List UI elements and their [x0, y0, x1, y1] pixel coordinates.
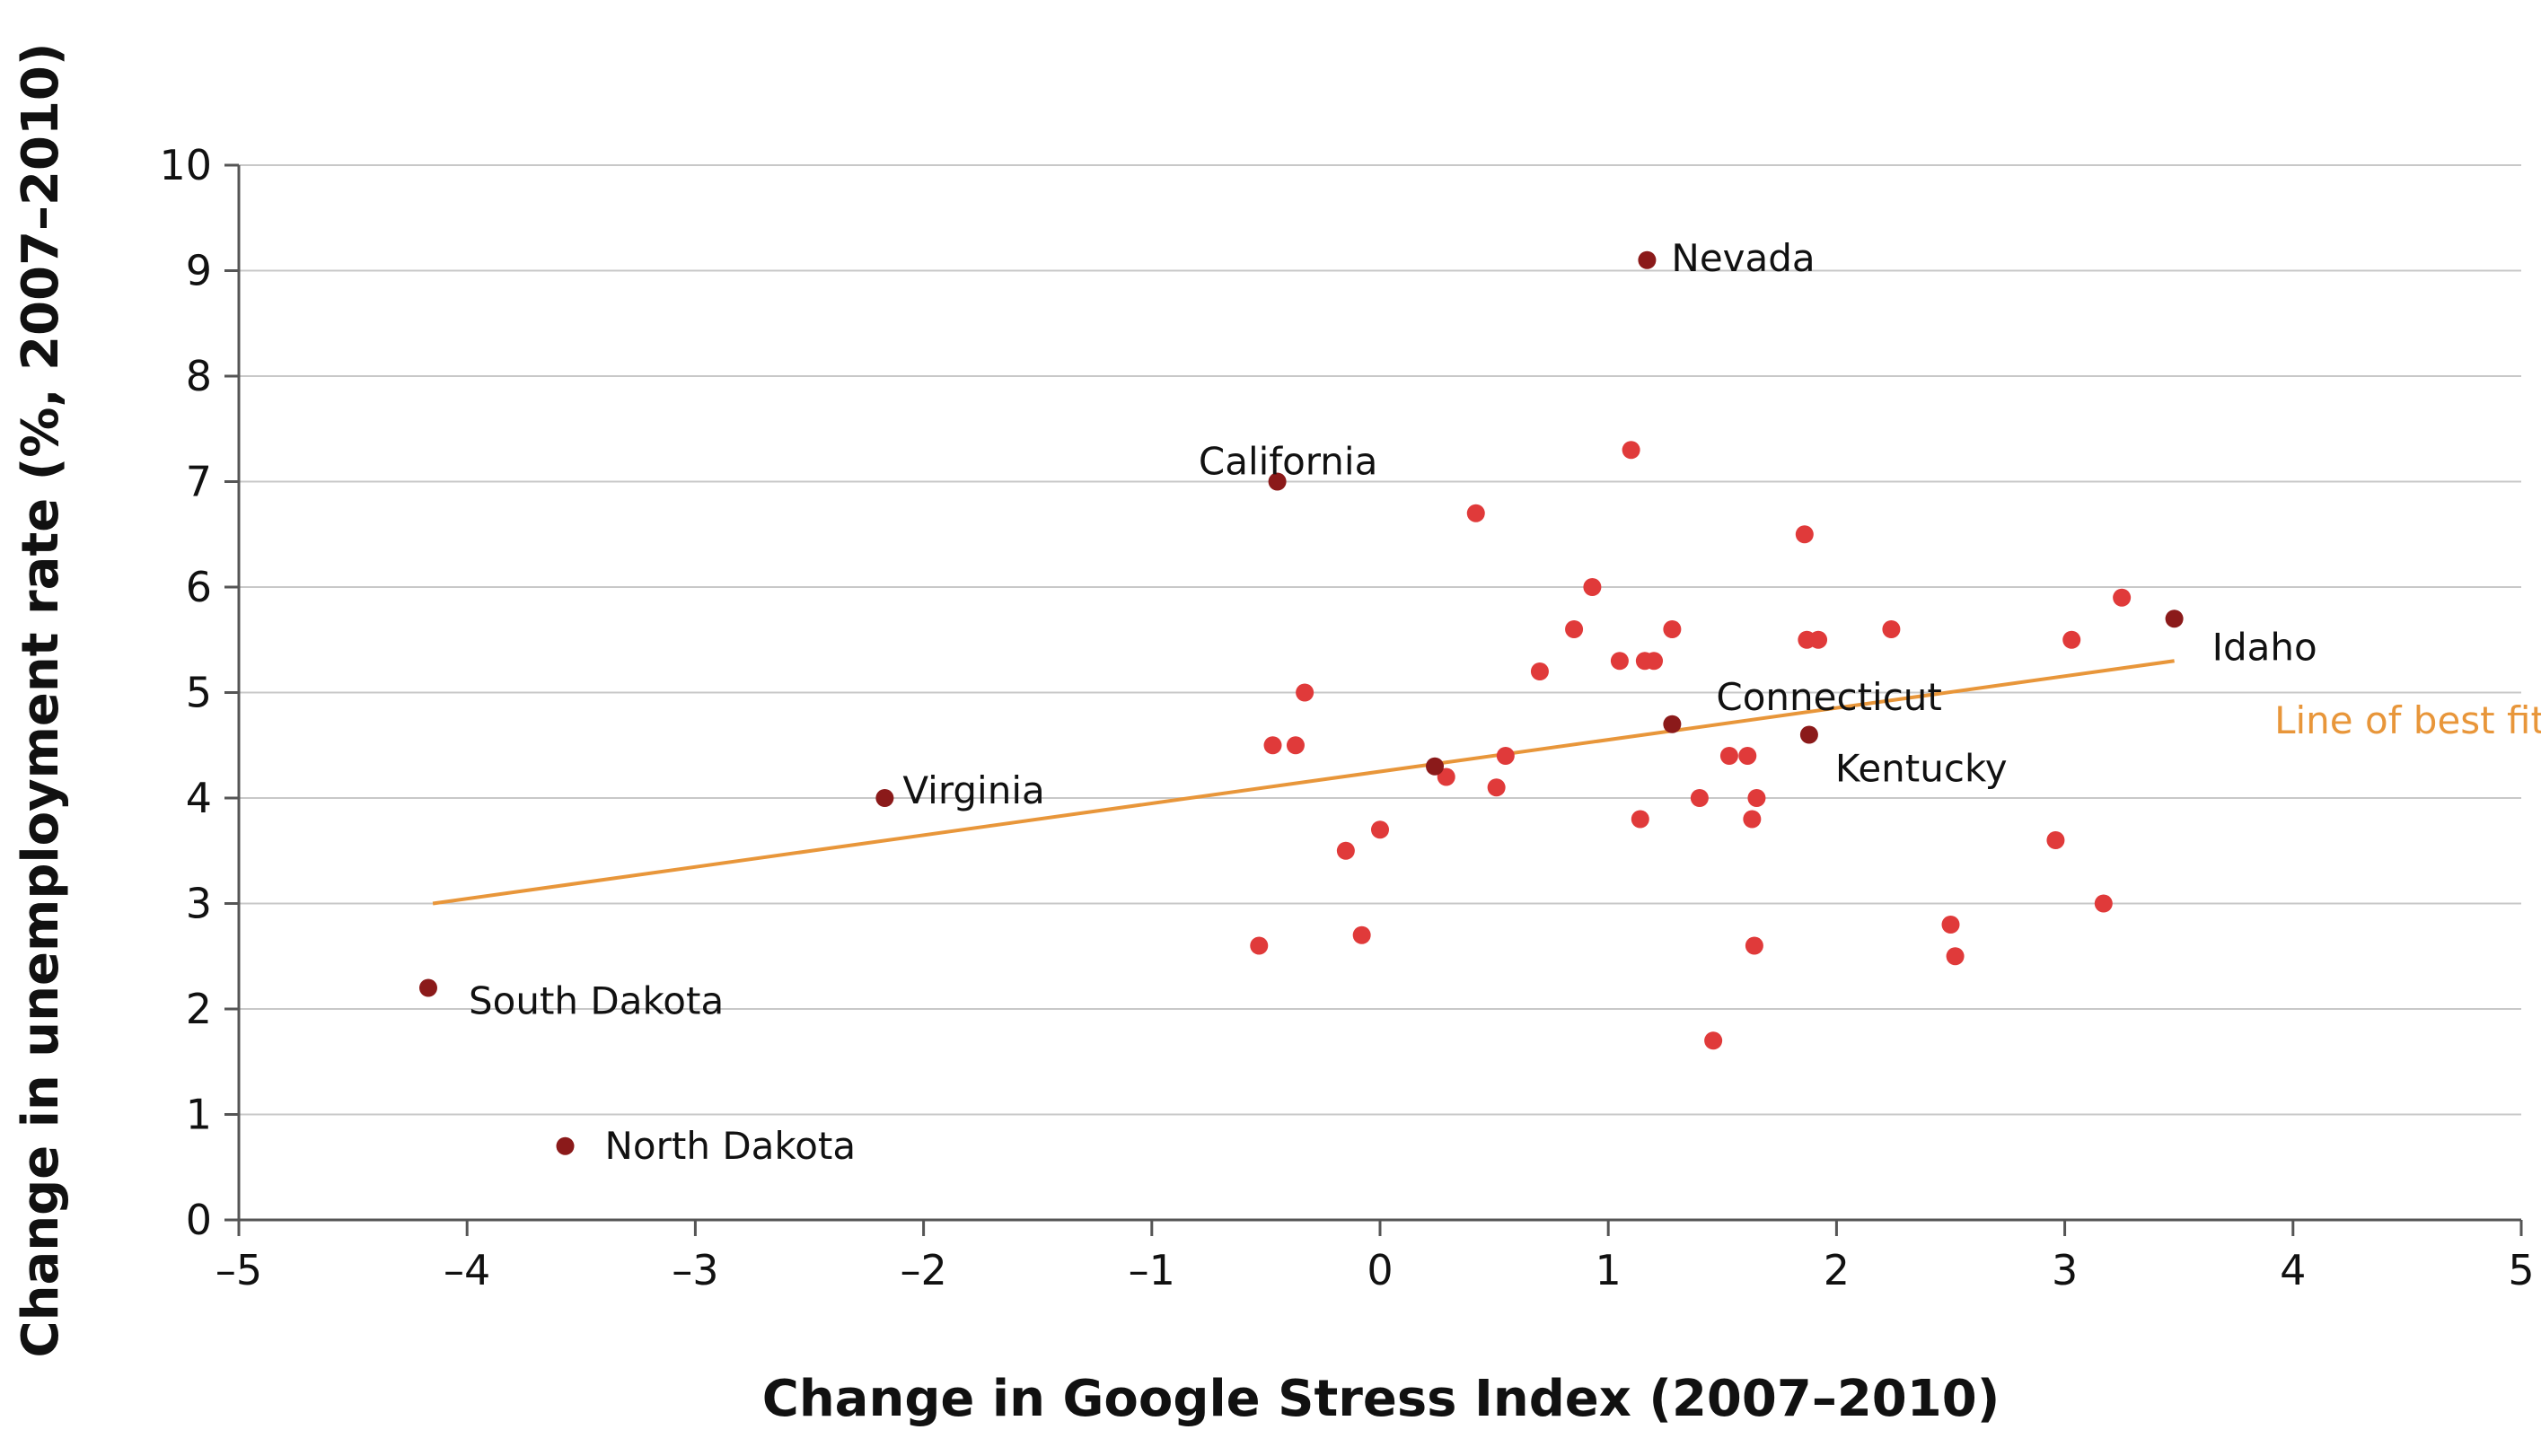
y-tick-label: 5	[186, 669, 212, 717]
data-point	[1263, 736, 1282, 755]
point-label: Idaho	[2212, 625, 2317, 669]
y-tick-label: 2	[186, 985, 212, 1033]
labeled-point	[2165, 610, 2184, 628]
x-axis-title: Change in Google Stress Index (2007–2010…	[762, 1370, 2000, 1428]
point-label: Nevada	[1671, 236, 1815, 280]
x-tick-label: 0	[1367, 1246, 1393, 1294]
data-point	[1286, 736, 1305, 755]
data-point	[1941, 916, 1960, 934]
x-tick-label: –5	[215, 1246, 262, 1294]
point-label: California	[1199, 440, 1377, 484]
data-point	[1743, 810, 1762, 829]
data-point	[1371, 820, 1389, 839]
y-tick-label: 3	[186, 880, 212, 928]
x-tick-label: 3	[2052, 1246, 2078, 1294]
data-point	[1809, 630, 1828, 649]
point-label: Virginia	[902, 768, 1044, 812]
y-tick-label: 8	[186, 352, 212, 400]
data-point	[1583, 578, 1602, 596]
data-point	[1663, 620, 1682, 638]
highlight-point	[1426, 757, 1445, 776]
data-point	[1336, 841, 1355, 860]
data-point	[1747, 789, 1766, 807]
x-tick-label: –3	[672, 1246, 718, 1294]
y-tick-label: 6	[186, 563, 212, 611]
y-tick-label: 4	[186, 774, 212, 822]
data-point	[1645, 652, 1664, 671]
fit-line-label: Line of best fit	[2274, 698, 2541, 742]
point-label: Kentucky	[1835, 747, 2008, 791]
y-tick-label: 7	[186, 458, 212, 506]
data-point	[1882, 620, 1901, 638]
point-labels: Nevada California Idaho Connecticut Kentucky…	[469, 236, 2317, 1168]
axes: 0 1 2 3 4 5 6 7 8 9 10 –5 –4 –3 –2 –1 0 1 2 3 4 5	[159, 141, 2534, 1294]
data-point	[2046, 831, 2065, 849]
x-tick-label: –2	[900, 1246, 946, 1294]
data-point	[1487, 778, 1506, 797]
data-point	[1690, 789, 1709, 807]
data-point	[1496, 747, 1515, 765]
data-point	[1795, 525, 1814, 544]
data-point	[1352, 925, 1371, 944]
fit-line	[432, 659, 2175, 906]
data-point	[1530, 662, 1549, 680]
point-label: North Dakota	[605, 1124, 857, 1168]
labeled-point	[875, 789, 894, 807]
labeled-point	[1663, 715, 1682, 733]
grid-lines	[239, 164, 2521, 1116]
data-point	[1631, 810, 1649, 829]
data-point	[1296, 683, 1314, 702]
data-point	[1622, 441, 1640, 460]
data-point	[2062, 630, 2081, 649]
data-point	[2113, 588, 2132, 607]
labeled-point	[1799, 725, 1818, 744]
data-point	[1738, 747, 1757, 765]
data-point	[2094, 894, 2113, 913]
x-tick-label: 2	[1824, 1246, 1850, 1294]
x-tick-label: 1	[1596, 1246, 1622, 1294]
data-point	[1437, 767, 1455, 786]
labeled-point	[1638, 250, 1657, 269]
labeled-point	[418, 978, 437, 997]
y-tick-label: 0	[186, 1196, 212, 1244]
point-label: Connecticut	[1716, 675, 1942, 719]
x-tick-label: –1	[1129, 1246, 1175, 1294]
x-tick-label: 4	[2280, 1246, 2306, 1294]
data-points	[418, 250, 2184, 1155]
data-point	[1946, 947, 1965, 966]
data-point	[1565, 620, 1584, 638]
fit-line-group: Line of best fit	[432, 659, 2541, 906]
labeled-point	[1268, 472, 1287, 491]
x-tick-label: 5	[2508, 1246, 2534, 1294]
data-point	[1250, 936, 1269, 955]
data-point	[1466, 504, 1485, 522]
y-tick-label: 1	[186, 1091, 212, 1139]
x-tick-label: –4	[444, 1246, 490, 1294]
y-tick-label: 10	[159, 141, 212, 189]
data-point	[1745, 936, 1763, 955]
data-point	[1704, 1031, 1723, 1050]
point-label: South Dakota	[469, 979, 724, 1023]
labeled-point	[556, 1136, 575, 1155]
y-tick-label: 9	[186, 247, 212, 295]
data-point	[1610, 652, 1629, 671]
y-axis-title: Change in unemployment rate (%, 2007–201…	[12, 43, 70, 1358]
data-point	[1719, 747, 1738, 765]
